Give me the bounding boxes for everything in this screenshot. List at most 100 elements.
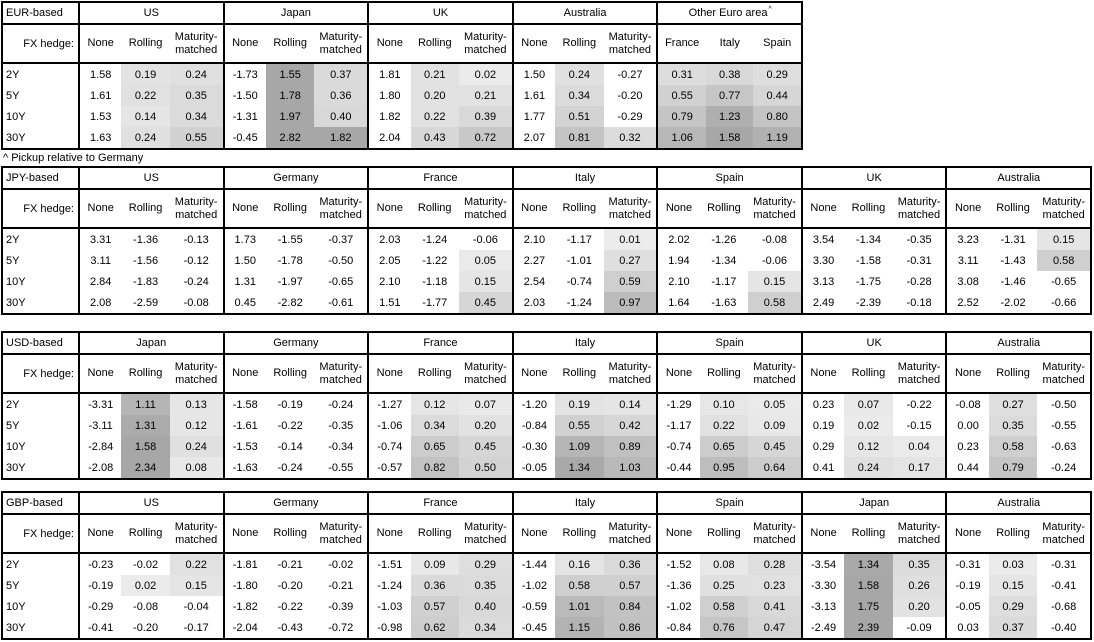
value-cell: -0.24 [265, 457, 315, 478]
value-block: -1.73 1.55 0.37 [222, 64, 368, 85]
value-cell: 0.12 [410, 394, 459, 415]
value-cell: -2.49 [811, 621, 837, 634]
value-block: -0.05 0.29 -0.68 [945, 596, 1091, 617]
value-cell: -0.24 [169, 271, 223, 292]
value-cell: -0.45 [521, 621, 547, 634]
value-cell: 0.20 [410, 85, 459, 106]
value-block: -0.29 -0.08 -0.04 [78, 596, 223, 617]
value-cell: 0.57 [410, 596, 459, 617]
value-cell: -0.34 [314, 436, 368, 457]
hedge-col-header: Maturity-matched [174, 31, 218, 56]
value-cell: -1.82 [232, 600, 258, 613]
value-cell: 0.81 [555, 127, 604, 148]
value-cell: 2.07 [523, 131, 546, 144]
value-cell: -0.39 [314, 596, 368, 617]
value-cell: 3.11 [957, 254, 979, 267]
fx-hedge-label: FX hedge: [3, 190, 78, 227]
value-block: 1.50 -1.78 -0.50 [222, 250, 368, 271]
value-cell: -1.24 [555, 292, 604, 313]
hedge-col-header: None [810, 202, 837, 215]
value-cell: 0.17 [892, 457, 946, 478]
value-cell: -2.04 [232, 621, 258, 634]
value-cell: -0.05 [955, 600, 981, 613]
value-cell: -0.29 [603, 106, 657, 127]
value-cell: 0.65 [699, 436, 749, 457]
value-block: 2.10 -1.17 0.15 [656, 271, 801, 292]
hedge-col-header: None [376, 367, 403, 380]
value-cell: -0.14 [265, 436, 315, 457]
country-header: France [367, 493, 512, 513]
value-cell: 0.20 [458, 415, 512, 436]
value-block: -0.84 0.55 0.42 [511, 415, 657, 436]
country-header: Other Euro area ^ [656, 3, 801, 23]
value-cell: 1.58 [121, 436, 170, 457]
hedge-header-block: None Rolling Maturity-matched [945, 515, 1090, 552]
hedge-col-header: None [232, 202, 259, 215]
value-block: -2.49 2.39 -0.09 [800, 617, 946, 638]
hedge-col-header: Rolling [707, 367, 741, 380]
value-cell: 0.05 [748, 394, 801, 415]
hedge-col-header: None [810, 527, 837, 540]
value-block: -0.74 0.65 0.45 [367, 436, 512, 457]
value-cell: -0.08 [169, 292, 223, 313]
value-cell: -0.19 [265, 394, 315, 415]
value-cell: -0.98 [377, 621, 403, 634]
table-row: 30Y -0.41 -0.20 -0.17 -2.04 -0.43 -0.72 -0.98 0.… [3, 617, 1091, 638]
value-cell: 0.13 [169, 394, 223, 415]
value-cell: -0.55 [314, 457, 368, 478]
hedge-header-block: None Rolling Maturity-matched [222, 25, 368, 62]
value-cell: 0.10 [699, 394, 749, 415]
value-cell: 0.16 [555, 554, 604, 575]
hedge-col-header: Rolling [707, 202, 741, 215]
value-cell: -0.31 [955, 558, 981, 571]
tenor-label: 2Y [3, 554, 78, 575]
hedge-header-block: None Rolling Maturity-matched [800, 190, 946, 227]
value-cell: -1.18 [410, 271, 459, 292]
value-cell: 0.35 [169, 85, 223, 106]
value-cell: 1.61 [89, 89, 112, 102]
value-cell: -0.31 [892, 250, 946, 271]
hedge-col-header: Rolling [128, 367, 163, 380]
value-cell: -0.21 [265, 554, 315, 575]
value-cell: -0.22 [265, 596, 315, 617]
value-cell: -0.06 [458, 229, 512, 250]
value-cell: -0.35 [314, 415, 368, 436]
country-header: Germany [222, 168, 368, 188]
value-cell: -3.11 [88, 419, 113, 432]
value-cell: 0.27 [603, 250, 657, 271]
footnote: ^ Pickup relative to Germany [3, 152, 144, 164]
value-cell: 0.15 [458, 271, 512, 292]
value-cell: -0.23 [88, 558, 114, 571]
value-cell: 0.77 [706, 85, 754, 106]
value-cell: 0.62 [410, 617, 459, 638]
value-block: 1.06 1.58 1.19 [656, 127, 801, 148]
hedge-col-header: Rolling [417, 527, 452, 540]
value-block: 0.79 1.23 0.80 [656, 106, 801, 127]
value-cell: -0.72 [314, 617, 368, 638]
value-cell: -0.41 [1037, 575, 1091, 596]
value-block: 2.10 -1.17 0.01 [511, 229, 657, 250]
value-cell: 0.12 [169, 415, 223, 436]
value-cell: 0.41 [812, 461, 835, 474]
value-cell: 1.31 [121, 415, 170, 436]
tenor-label: 5Y [3, 575, 78, 596]
value-cell: 0.45 [234, 296, 256, 309]
hedge-col-header: Maturity-matched [174, 521, 218, 546]
value-cell: 0.05 [458, 250, 512, 271]
tenor-label: 30Y [3, 617, 78, 638]
hedge-col-header: Maturity-matched [319, 361, 363, 386]
value-cell: 1.58 [706, 127, 754, 148]
value-cell: 0.29 [812, 440, 835, 453]
value-cell: -1.63 [232, 461, 258, 474]
value-cell: -0.65 [314, 271, 368, 292]
base-currency-label: USD-based [3, 333, 78, 353]
value-block: 3.23 -1.31 0.15 [945, 229, 1091, 250]
value-block: 2.05 -1.22 0.05 [367, 250, 512, 271]
value-cell: -0.74 [555, 271, 604, 292]
value-block: -1.63 -0.24 -0.55 [222, 457, 368, 478]
value-cell: -1.77 [410, 292, 459, 313]
value-cell: 0.82 [410, 457, 459, 478]
value-cell: -0.24 [314, 394, 368, 415]
value-block: -0.45 2.82 1.82 [222, 127, 368, 148]
hedge-header-block: None Rolling Maturity-matched [367, 25, 512, 62]
